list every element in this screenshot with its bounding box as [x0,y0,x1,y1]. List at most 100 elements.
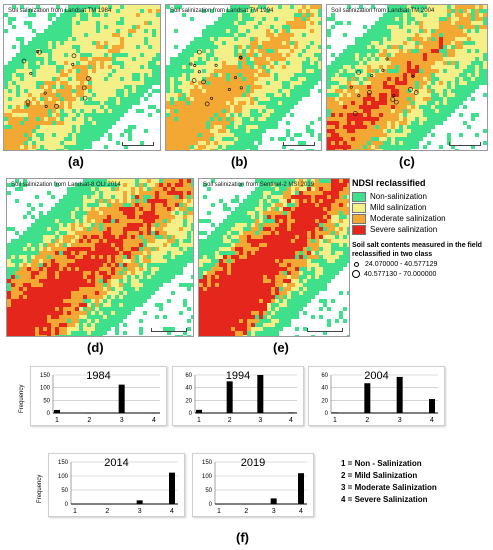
y-tick-label: 0 [47,411,51,417]
panel-label-c: (c) [399,154,415,169]
map-d-title: Soil salinization from Landsat-8 OLI 201… [11,182,121,188]
histogram-2019: 0 50 100 150 1 2 3 4 2019 [192,453,314,517]
large-circle-icon [352,270,360,278]
x-tick-label: 1 [55,417,59,424]
histogram-bar [196,409,202,413]
panel-label-a: (a) [68,154,84,169]
panel-label-f: (f) [236,530,249,545]
salt-legend-title: Soil salt contents measured in the field… [352,242,482,258]
map-panel-1984: Soil salinization from Landsat TM 1984 [3,4,161,151]
category-legend-item: 3 = Moderate Salinization [341,483,437,492]
scale-bar [151,328,187,332]
histogram-title: 2014 [104,457,129,469]
legend-swatch-severe [352,224,366,235]
sample-points [349,57,419,116]
x-tick-label: 1 [197,417,201,424]
map-panel-1994: Soil salinization from Landsat TM 1994 [165,4,322,151]
histogram-bar [151,412,157,414]
y-tick-label: 150 [58,460,69,466]
y-tick-label: 100 [58,474,69,480]
scale-bar [307,328,343,332]
category-legend: 1 = Non - Salinization 2 = Mild Saliniza… [341,458,437,506]
legend-swatch-moderate [352,213,366,224]
legend-label: Mild salinization [370,203,427,212]
x-tick-label: 2 [228,417,232,424]
legend-item-moderate: Moderate salinization [352,213,492,224]
x-tick-label: 3 [120,417,124,424]
map-e-title: Soil salinization from Sentinel-2 MSI 20… [203,182,315,188]
legend-label: Non-salinization [370,192,427,201]
x-tick-label: 4 [289,417,293,424]
x-tick-label: 4 [152,417,156,424]
y-tick-label: 0 [65,502,69,508]
histogram-title: 2019 [240,457,266,469]
histogram-bar [257,375,264,413]
y-tick-label: 150 [40,373,51,379]
legend-label: Moderate salinization [370,214,446,223]
x-tick-label: 4 [299,508,303,515]
x-tick-label: 1 [333,417,337,424]
y-tick-label: 40 [185,386,192,392]
scale-bar [122,142,154,146]
category-legend-item: 2 = Mild Salinization [341,471,418,480]
histogram-bar [243,503,250,505]
map-panel-2019: Soil salinization from Sentinel-2 MSI 20… [198,178,350,337]
map-a-raster [4,5,160,150]
histogram-title: 2004 [364,370,389,382]
x-tick-label: 2 [105,508,109,515]
small-circle-icon [354,262,359,267]
y-tick-label: 100 [40,386,51,392]
panel-label-d: (d) [87,340,104,355]
x-tick-label: 4 [170,508,174,515]
y-tick-label: 20 [185,398,192,404]
map-panel-2004: Soil salinization from Landsat TM 2004 [326,4,488,151]
y-tick-label: 150 [202,460,213,466]
map-c-raster [327,5,487,150]
raster-cells [199,179,349,336]
panel-label-e: (e) [273,340,289,355]
category-legend-item: 1 = Non - Salinization [341,459,422,468]
histogram-2019-plot: 0 50 100 150 1 2 3 4 [202,460,307,515]
histogram-2014: 0 50 100 150 1 2 3 4 2014 [48,453,185,517]
x-tick-label: 2 [87,417,91,424]
y-tick-label: 50 [205,488,212,494]
map-b-raster [166,5,321,150]
histogram-2004: 0 20 40 60 1 2 3 4 2004 [308,366,445,426]
y-tick-label: 0 [209,502,213,508]
sample-points [189,49,243,107]
raster-cells [327,5,487,150]
salt-class-low-label: 24.070000 - 40.577129 [365,261,438,268]
map-d-raster [7,179,193,336]
legend-item-non-salinization: Non-salinization [352,191,492,202]
map-a-title: Soil salinization from Landsat TM 1984 [8,8,112,14]
map-legend: NDSI reclassified Non-salinization Mild … [352,178,492,278]
histogram-bar [226,381,233,413]
histogram-bar [136,500,143,504]
histogram-bar [332,412,338,414]
x-tick-label: 3 [258,417,262,424]
raster-cells [4,5,160,150]
histogram-bar [72,503,78,505]
histogram-bar [364,383,371,413]
histogram-title: 1984 [86,370,111,382]
x-tick-label: 1 [217,508,221,515]
histogram-2014-plot: 0 50 100 150 1 2 3 4 [58,460,178,515]
sample-points [21,49,91,109]
y-tick-label: 0 [325,411,329,417]
x-tick-label: 2 [244,508,248,515]
histogram-1994-plot: 0 20 40 60 1 2 3 4 [185,373,297,424]
salt-class-low: 24.070000 - 40.577129 [352,261,492,268]
map-panel-2014: Soil salinization from Landsat-8 OLI 201… [6,178,194,337]
y-tick-label: 50 [43,398,50,404]
legend-swatch-non [352,191,366,202]
legend-item-severe: Severe salinization [352,224,492,235]
raster-cells [166,5,321,150]
scale-bar [283,142,315,146]
histogram-title: 1994 [225,370,251,382]
histogram-bar [298,473,304,504]
panel-label-b: (b) [231,154,248,169]
scale-bar [449,142,481,146]
y-axis-label-top: Frequency [19,384,25,413]
histogram-bar [216,503,222,505]
